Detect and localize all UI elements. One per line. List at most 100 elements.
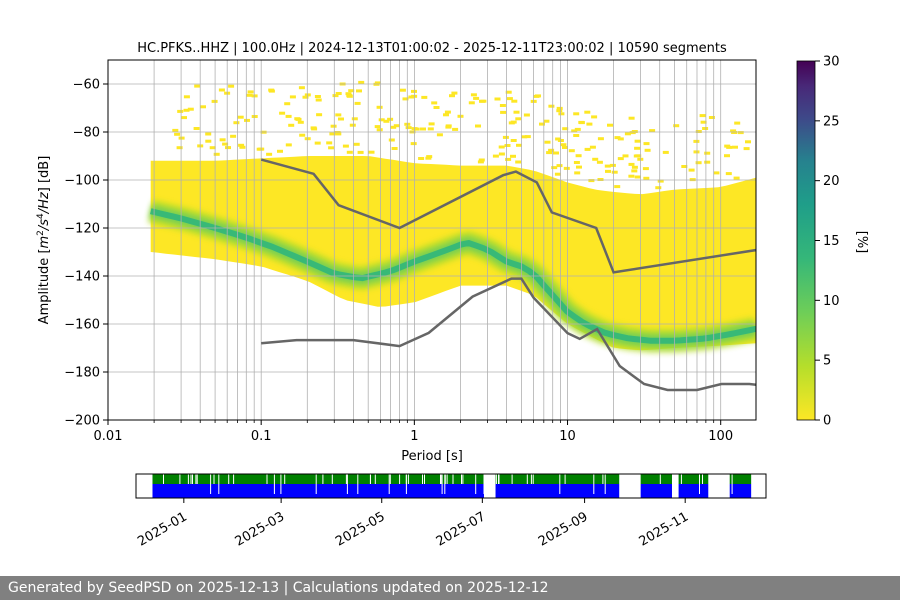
psd-outlier-cell xyxy=(573,112,580,116)
y-tick-label: −120 xyxy=(64,222,100,237)
psd-outlier-cell xyxy=(681,165,688,168)
psd-outlier-cell xyxy=(289,95,296,99)
psd-outlier-cell xyxy=(649,129,656,133)
timeline-gap-mark xyxy=(192,474,193,484)
timeline-gap-mark xyxy=(680,474,682,484)
psd-outlier-cell xyxy=(708,116,715,119)
psd-outlier-cell xyxy=(515,117,522,121)
timeline-gap-mark xyxy=(163,474,164,484)
psd-outlier-cell xyxy=(246,93,253,97)
psd-outlier-cell xyxy=(413,127,420,131)
psd-outlier-cell xyxy=(521,135,528,139)
psd-outlier-cell xyxy=(737,131,744,135)
psd-outlier-cell xyxy=(614,185,621,189)
timeline-gap xyxy=(671,474,679,498)
psd-outlier-cell xyxy=(405,126,412,130)
colorbar-tick-label: 30 xyxy=(823,55,840,70)
timeline-gap-mark xyxy=(441,474,443,494)
psd-outlier-cell xyxy=(733,176,740,180)
psd-outlier-cell xyxy=(704,160,711,164)
axes: 0.01 0.1 1 10 100 −200 −180 −160 −140 −120 −100 −80… xyxy=(64,78,733,445)
psd-outlier-cell xyxy=(596,160,603,164)
psd-outlier-cell xyxy=(378,118,385,122)
psd-outlier-cell xyxy=(468,101,475,105)
psd-outlier-cell xyxy=(176,146,183,150)
psd-outlier-cell xyxy=(553,151,559,155)
psd-outlier-cell xyxy=(617,137,624,141)
psd-outlier-cell xyxy=(421,95,428,99)
psd-outlier-cell xyxy=(239,145,246,149)
psd-outlier-cell xyxy=(584,110,591,114)
timeline-gap-mark xyxy=(399,474,401,484)
psd-outlier-cell xyxy=(475,124,481,128)
psd-outlier-cell xyxy=(402,97,409,101)
psd-outlier-cell xyxy=(576,165,582,169)
psd-outlier-cell xyxy=(693,150,700,154)
psd-outlier-cell xyxy=(443,113,449,117)
psd-outlier-cell xyxy=(575,154,582,158)
psd-outlier-cell xyxy=(222,142,229,146)
psd-outlier-cell xyxy=(591,115,598,119)
psd-outlier-cell xyxy=(183,108,190,112)
colorbar xyxy=(796,60,816,421)
psd-outlier-cell xyxy=(330,124,337,128)
y-tick-label: −80 xyxy=(73,126,100,141)
psd-outlier-cell xyxy=(285,143,292,147)
psd-outlier-cell xyxy=(345,92,352,96)
psd-outlier-cell xyxy=(589,145,596,149)
psd-outlier-cell xyxy=(230,134,237,138)
psd-outlier-cell xyxy=(539,122,545,126)
y-tick-label: −100 xyxy=(64,174,100,189)
colorbar-tick-label: 25 xyxy=(823,114,840,129)
psd-outlier-cell xyxy=(597,178,604,181)
psd-outlier-cell xyxy=(556,106,563,110)
timeline-gap-mark xyxy=(210,474,212,494)
psd-outlier-cell xyxy=(634,175,641,179)
psd-outlier-cell xyxy=(554,172,561,176)
figure: HC.PFKS..HHZ | 100.0Hz | 2024-12-13T01:0… xyxy=(36,41,869,550)
timeline-gap-mark xyxy=(731,474,733,494)
psd-outlier-cell xyxy=(393,124,400,128)
psd-outlier-cell xyxy=(187,107,194,111)
psd-outlier-cell xyxy=(225,146,231,150)
psd-outlier-cell xyxy=(238,143,245,147)
psd-outlier-cell xyxy=(724,154,730,158)
psd-outlier-cell xyxy=(643,142,650,146)
psd-outlier-cell xyxy=(584,147,591,151)
high-noise-model-line xyxy=(260,158,756,274)
psd-outlier-cell xyxy=(702,127,709,130)
psd-outlier-cell xyxy=(268,88,275,92)
psd-outlier-cell xyxy=(611,170,618,174)
y-tick-label: −160 xyxy=(64,318,100,333)
psd-outlier-cell xyxy=(510,154,516,158)
psd-outlier-cell xyxy=(628,174,635,178)
psd-outlier-cell xyxy=(524,135,531,139)
x-tick-label: 1 xyxy=(410,429,418,444)
psd-outlier-cell xyxy=(499,104,506,107)
timeline-gap-mark xyxy=(179,474,181,484)
psd-outlier-cell xyxy=(688,168,695,172)
low-noise-model-line xyxy=(261,277,756,392)
timeline-gap-mark xyxy=(633,474,635,494)
psd-outlier-cell xyxy=(304,93,311,97)
colorbar-label: [%] xyxy=(854,231,869,254)
psd-outlier-cell xyxy=(368,150,375,154)
psd-outlier-cell xyxy=(237,115,244,119)
psd-outlier-cell xyxy=(299,133,306,137)
timeline-gap-mark xyxy=(593,474,595,494)
psd-outlier-cell xyxy=(470,93,477,97)
timeline-gap-mark xyxy=(331,474,333,484)
psd-outlier-cell xyxy=(592,157,599,161)
psd-mode-band xyxy=(146,199,756,353)
psd-outlier-cell xyxy=(211,99,218,103)
psd-outlier-cell xyxy=(617,157,624,161)
psd-outlier-cell xyxy=(635,154,642,158)
psd-outlier-cell xyxy=(494,97,501,101)
psd-outlier-cell xyxy=(732,145,738,149)
psd-outlier-cell xyxy=(420,127,426,131)
timeline-gap-mark xyxy=(440,474,441,484)
timeline xyxy=(152,474,752,498)
psd-outlier-cell xyxy=(513,110,520,114)
psd-outlier-cell xyxy=(478,158,485,162)
psd-outlier-cell xyxy=(193,127,200,130)
